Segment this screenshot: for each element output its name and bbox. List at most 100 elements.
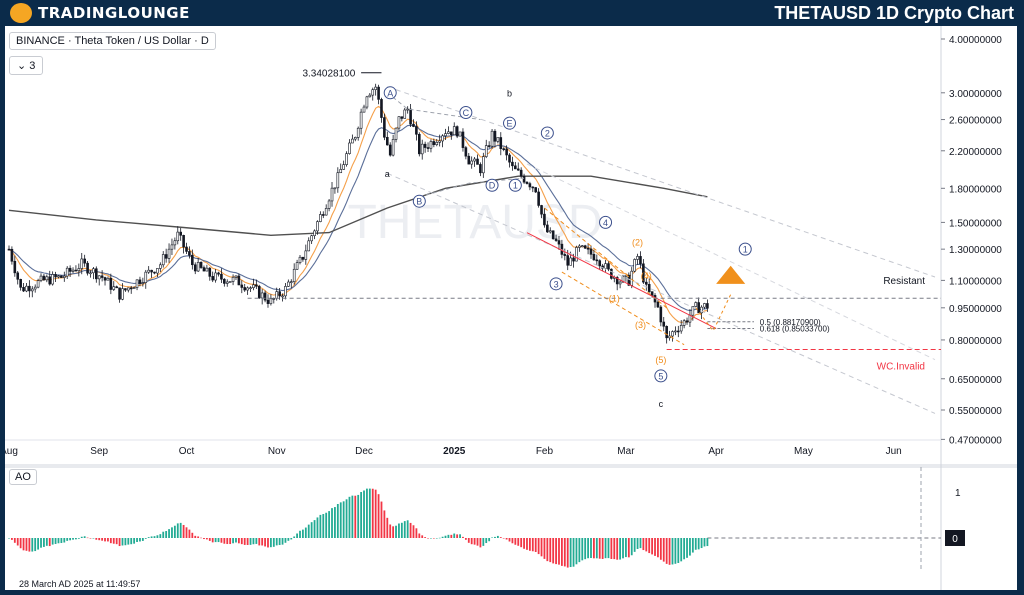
ao-bar xyxy=(45,538,48,546)
ao-bar xyxy=(141,538,144,541)
ao-bar xyxy=(552,538,555,564)
ao-bar xyxy=(293,536,296,538)
ao-bar xyxy=(342,501,345,538)
symbol-legend[interactable]: BINANCE · Theta Token / US Dollar · D xyxy=(9,32,216,50)
candle-body xyxy=(95,268,98,280)
candle-body xyxy=(345,153,348,165)
candle-body xyxy=(77,268,81,271)
candle-body xyxy=(630,270,634,286)
ao-tick-label: 1 xyxy=(955,488,961,499)
ao-tick-label: 0 xyxy=(952,534,958,545)
candle-body xyxy=(275,291,279,299)
ao-bar xyxy=(60,538,63,544)
candle-body xyxy=(388,144,392,156)
ao-bar xyxy=(255,538,258,544)
candle-body xyxy=(220,273,223,280)
ao-bar xyxy=(444,535,447,538)
ao-bar xyxy=(171,527,173,538)
ao-bar xyxy=(441,536,444,538)
candle-body xyxy=(321,214,325,216)
ao-bar xyxy=(13,538,16,543)
ao-bar xyxy=(246,538,249,545)
fib-0618-label: 0.618 (0.85033700) xyxy=(760,325,830,334)
candle-body xyxy=(572,257,575,262)
candle-body xyxy=(502,148,506,150)
triangle-lower-line xyxy=(419,177,525,198)
ao-bar xyxy=(622,538,624,559)
price-chart[interactable]: THETAUSD Resistant WC.Invalid 0.5 (0.88170… xyxy=(0,26,1017,590)
candle-body xyxy=(284,286,287,297)
ao-bar xyxy=(25,538,28,551)
ao-bar xyxy=(508,538,511,542)
candle-body xyxy=(71,269,75,272)
ao-bar xyxy=(43,538,45,547)
wave-circle xyxy=(383,86,397,100)
candle-body xyxy=(578,245,581,248)
candle-body xyxy=(514,165,517,170)
ao-bar xyxy=(648,538,651,554)
ao-bar xyxy=(555,538,557,565)
ao-bar xyxy=(377,494,380,538)
candle-body xyxy=(188,251,191,256)
ao-bar xyxy=(360,492,363,538)
wave-circle xyxy=(412,194,426,208)
candle-body xyxy=(391,139,395,156)
candle-body xyxy=(464,147,468,157)
ao-bar xyxy=(683,538,686,560)
ao-bar xyxy=(252,538,255,545)
ao-bar xyxy=(438,537,441,539)
wave-circle xyxy=(549,277,563,291)
candle-body xyxy=(170,244,174,250)
ao-bar xyxy=(8,538,10,539)
wave-circle xyxy=(485,178,499,192)
candle-body xyxy=(540,205,543,215)
page-title: THETAUSD 1D Crypto Chart xyxy=(774,3,1014,23)
ao-bar xyxy=(261,538,264,546)
candle-body xyxy=(57,275,60,278)
wave-circle xyxy=(738,242,752,256)
ao-bar xyxy=(69,538,72,541)
ao-bar xyxy=(133,538,136,544)
candle-body xyxy=(650,291,654,296)
chart-area[interactable]: THETAUSD Resistant WC.Invalid 0.5 (0.88170… xyxy=(0,26,1017,590)
candle-body xyxy=(115,286,118,289)
ao-bar xyxy=(77,538,80,539)
candle-body xyxy=(406,108,409,111)
price-tick-label: 0.65000000 xyxy=(949,375,1002,386)
ao-bar xyxy=(278,538,281,546)
candle-body xyxy=(62,275,66,278)
ao-bar xyxy=(351,495,354,538)
ao-bar xyxy=(48,538,51,547)
ao-bar xyxy=(348,496,351,538)
indicator-count-toggle[interactable]: ⌄ 3 xyxy=(9,56,44,75)
ao-indicator-label[interactable]: AO xyxy=(9,469,37,485)
candle-body xyxy=(127,287,130,291)
candle-body xyxy=(51,274,54,285)
ao-bar xyxy=(412,525,415,538)
candle-body xyxy=(60,275,63,278)
ao-bar xyxy=(569,538,572,568)
ao-bar xyxy=(270,538,272,548)
wave-label: (1) xyxy=(609,294,620,304)
ao-bar xyxy=(494,536,496,538)
ao-bar xyxy=(630,538,633,556)
ao-bar xyxy=(136,538,138,543)
ao-bar xyxy=(290,538,293,540)
candle-body xyxy=(429,141,433,149)
tradinglounge-logo-icon xyxy=(10,3,32,23)
ao-bar xyxy=(63,538,66,543)
candle-body xyxy=(211,276,214,281)
ao-bar xyxy=(598,538,601,559)
candle-body xyxy=(269,298,273,304)
candle-body xyxy=(607,263,610,270)
projection-path xyxy=(695,294,732,332)
candle-body xyxy=(109,277,113,290)
candle-body xyxy=(228,281,232,283)
ao-bar xyxy=(249,538,252,545)
wave-label: (2) xyxy=(632,238,643,248)
candle-body xyxy=(444,133,447,137)
ao-bar xyxy=(188,529,191,538)
candle-body xyxy=(132,287,136,289)
candle-body xyxy=(598,260,602,267)
candle-body xyxy=(124,288,127,291)
